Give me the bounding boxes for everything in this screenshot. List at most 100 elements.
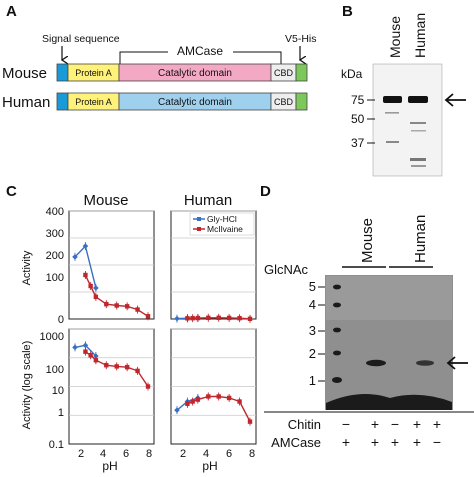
chart-c-ytick-bottom-10: 10 xyxy=(52,385,64,397)
panel-label-c: C xyxy=(6,183,17,200)
chart-c-mouse-log-mcil-point xyxy=(104,363,109,368)
chart-c-mouse-log-mcil-point xyxy=(124,364,130,370)
chart-c-human-linear-mcil-point xyxy=(216,315,221,320)
blot-d-marker-4: 4 xyxy=(309,297,316,312)
blot-b-lane-human: Human xyxy=(412,13,428,58)
chart-c-human-linear-mcil-point xyxy=(185,316,190,321)
chart-c-mouse-linear-gly-point xyxy=(72,254,78,260)
chart-c-mouse-log-mcil-point xyxy=(93,358,99,363)
chitin-lane-5: + xyxy=(433,416,441,432)
chart-c-ylabel-top: Activity xyxy=(21,250,33,285)
chart-c-xtick-mouse-6: 6 xyxy=(123,448,129,460)
ladder-spot-1 xyxy=(332,377,342,383)
chart-c-ylabel-bottom: Activity (log scale) xyxy=(21,341,33,430)
chart-c-mouse-linear-mcil-point xyxy=(83,272,88,278)
chart-c-marks xyxy=(69,210,256,426)
chart-c-mouse-log-mcil-point xyxy=(114,364,119,369)
mouse-tag-block xyxy=(295,63,308,82)
amcase-lane-1: + xyxy=(342,434,350,450)
panel-label-d: D xyxy=(260,183,271,200)
human-row-label: Human xyxy=(2,94,50,111)
chart-c-mouse-linear-mcil-point xyxy=(145,314,151,319)
blot-b-marker-50: 50 xyxy=(351,112,365,126)
mouse-main-band xyxy=(383,96,402,103)
ladder-spot-3 xyxy=(333,327,341,333)
chart-c-human-log-mcil-point xyxy=(206,394,211,399)
chitin-lane-1: − xyxy=(342,416,350,432)
chart-c-mouse-linear-mcil-point xyxy=(93,294,99,300)
chart-c-ytick-top-0: 0 xyxy=(58,314,64,326)
chart-c-human-linear-mcil-point xyxy=(247,316,253,322)
chart-c-ytick-bottom-1000: 1000 xyxy=(40,331,64,343)
row-label-chitin: Chitin xyxy=(288,417,321,432)
v5his-label: V5-His xyxy=(285,33,317,45)
human-construct: Protein A Catalytic domain CBD xyxy=(56,92,308,111)
chitin-lane-3: − xyxy=(391,416,399,432)
chart-c-ytick-bottom-1: 1 xyxy=(58,407,64,419)
legend-gly-marker xyxy=(197,217,201,221)
chart-c-mouse-log-mcil-point xyxy=(88,353,93,358)
blot-b-marker-75: 75 xyxy=(351,93,365,107)
chart-c-human-log-mcil-point xyxy=(226,395,232,401)
chart-c-mouse-log-mcil-point xyxy=(135,368,140,374)
blot-d-marker-5: 5 xyxy=(309,279,316,294)
signal-sequence-label: Signal sequence xyxy=(42,33,120,45)
panel-label-b: B xyxy=(342,3,353,20)
chart-c-human-log-gly-point xyxy=(174,407,180,413)
row-label-amcase: AMCase xyxy=(271,435,321,450)
blot-d-glcnac: GlcNAc xyxy=(264,262,309,277)
blot-d-lane-human: Human xyxy=(412,215,429,263)
ladder-spot-4 xyxy=(333,302,341,308)
chart-c-human-linear-mcil-point xyxy=(190,315,195,321)
chart-c-human-log-mcil-point xyxy=(195,397,201,402)
chart-c-human-linear-mcil-point xyxy=(195,315,201,321)
chart-c-xtick-human-2: 2 xyxy=(180,448,186,460)
human-signal-block xyxy=(56,92,69,111)
chart-c-mouse-linear-mcil-point xyxy=(88,283,93,289)
ladder-spot-2 xyxy=(333,350,341,356)
blot-b-arrow xyxy=(444,93,466,107)
chart-c-xtick-mouse-4: 4 xyxy=(100,448,106,460)
blot-b-marker-37: 37 xyxy=(351,136,365,150)
chart-c-mouse-linear-mcil-point xyxy=(104,301,109,307)
chart-c-xtick-mouse-2: 2 xyxy=(78,448,84,460)
human-protein-a-label: Protein A xyxy=(75,97,112,107)
legend-mcil-label: McIlvaine xyxy=(207,224,243,234)
panel-label-a: A xyxy=(6,3,17,20)
mouse-cbd-label: CBD xyxy=(274,68,294,78)
chart-c-title-mouse: Mouse xyxy=(83,192,128,209)
chart-c-ytick-top-400: 400 xyxy=(46,206,64,218)
human-glcnac2-spot xyxy=(416,360,434,366)
chart-c-xtick-mouse-8: 8 xyxy=(146,448,152,460)
mouse-row-label: Mouse xyxy=(2,65,47,82)
chart-c-ytick-top-100: 100 xyxy=(46,272,64,284)
chart-c-ytick-top-200: 200 xyxy=(46,250,64,262)
mouse-catalytic-label: Catalytic domain xyxy=(158,68,232,79)
chart-c-human-linear-mcil-point xyxy=(237,315,242,321)
amcase-lane-2: + xyxy=(371,434,379,450)
human-tag-block xyxy=(295,92,308,111)
amcase-lane-3: + xyxy=(391,434,399,450)
chart-c-human-log-mcil-point xyxy=(190,399,195,404)
human-main-band xyxy=(408,96,428,103)
ladder-spot-5 xyxy=(333,284,341,290)
western-blot-b xyxy=(372,63,443,177)
chart-c-human-log-mcil-point xyxy=(185,401,190,407)
amcase-lane-5: − xyxy=(433,434,441,450)
chart-c-mouse-linear-mcil-point xyxy=(124,304,130,309)
chart-c-human-log-mcil-point xyxy=(247,419,253,424)
chart-c-human-linear-gly-point xyxy=(174,315,180,322)
blot-d-lane-mouse: Mouse xyxy=(359,218,376,263)
amcase-label: AMCase xyxy=(177,44,223,58)
mouse-construct: Protein A Catalytic domain CBD xyxy=(56,63,308,82)
legend-mcil-marker xyxy=(197,227,201,231)
chart-c-human-linear-mcil-point xyxy=(206,315,211,320)
blot-d-arrow xyxy=(446,356,468,370)
chart-c-ytick-top-300: 300 xyxy=(46,228,64,240)
blot-d-marker-2: 2 xyxy=(309,346,316,361)
mouse-glcnac2-spot xyxy=(366,359,386,367)
chart-c-xtick-human-8: 8 xyxy=(249,448,255,460)
blot-d-marker-3: 3 xyxy=(309,323,316,338)
chart-c-mouse-log-mcil-point xyxy=(83,349,88,354)
